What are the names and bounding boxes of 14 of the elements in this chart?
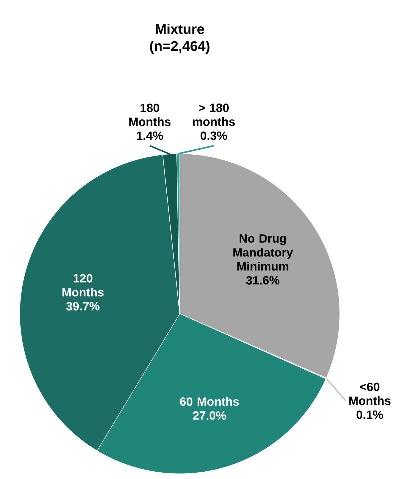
data-label: 39.7%: [66, 302, 100, 311]
slice-label: 120 Months: [62, 274, 104, 297]
chart-title: Mixture: [156, 24, 204, 34]
slice-label: 60 Months: [180, 397, 240, 406]
data-label: 27.0%: [193, 412, 226, 420]
data-label: 1.4%: [137, 132, 164, 140]
slice-label: No Drug Mandatory Minimum: [234, 234, 294, 271]
slice-label: 180 Months: [130, 104, 171, 126]
slice-label: > 180 months: [193, 104, 236, 126]
data-label: 31.6%: [246, 276, 280, 285]
data-label: 0.1%: [356, 410, 384, 420]
data-label: 0.3%: [200, 132, 228, 140]
slice-label: <60 Months: [350, 382, 391, 406]
chart-subtitle: (n=2,464): [150, 40, 210, 54]
